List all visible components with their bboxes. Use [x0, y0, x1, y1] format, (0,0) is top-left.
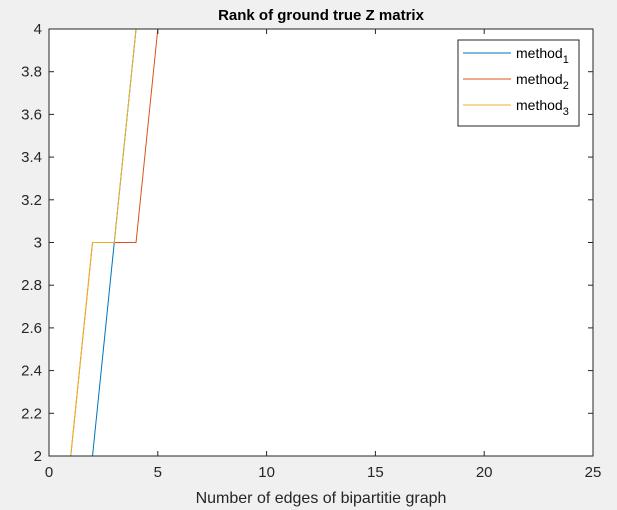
- y-tick-label: 2.8: [21, 277, 42, 294]
- x-tick-label: 25: [585, 464, 602, 481]
- x-tick-label: 5: [154, 464, 162, 481]
- y-tick-label: 3: [34, 235, 42, 252]
- y-tick-label: 3.2: [21, 192, 42, 209]
- chart-title: Rank of ground true Z matrix: [218, 7, 425, 24]
- x-tick-label: 0: [45, 464, 53, 481]
- x-tick-label: 20: [476, 464, 493, 481]
- legend[interactable]: method1 method2 method3: [457, 39, 580, 127]
- x-tick-label: 15: [367, 464, 384, 481]
- legend-label-2: method2: [516, 71, 569, 92]
- y-tick-label: 2.4: [21, 363, 42, 380]
- y-tick-label: 2: [34, 448, 42, 465]
- legend-label-3: method3: [516, 97, 569, 118]
- legend-box: [457, 39, 580, 127]
- y-tick-label: 3.8: [21, 64, 42, 81]
- y-tick-label: 3.6: [21, 106, 42, 123]
- legend-label-1: method1: [516, 45, 569, 66]
- axes-layer: 0 5 10 15 20 25 2 2.2 2.4 2.6 2.8 3 3.2 3.4 3.6 3.8 4: [21, 21, 601, 481]
- x-axis-label: Number of edges of bipartitie graph: [196, 490, 447, 507]
- y-tick-label: 2.6: [21, 320, 42, 337]
- y-tick-label: 4: [34, 21, 42, 38]
- y-tick-label: 3.4: [21, 149, 42, 166]
- y-tick-label: 2.2: [21, 405, 42, 422]
- x-tick-label: 10: [258, 464, 275, 481]
